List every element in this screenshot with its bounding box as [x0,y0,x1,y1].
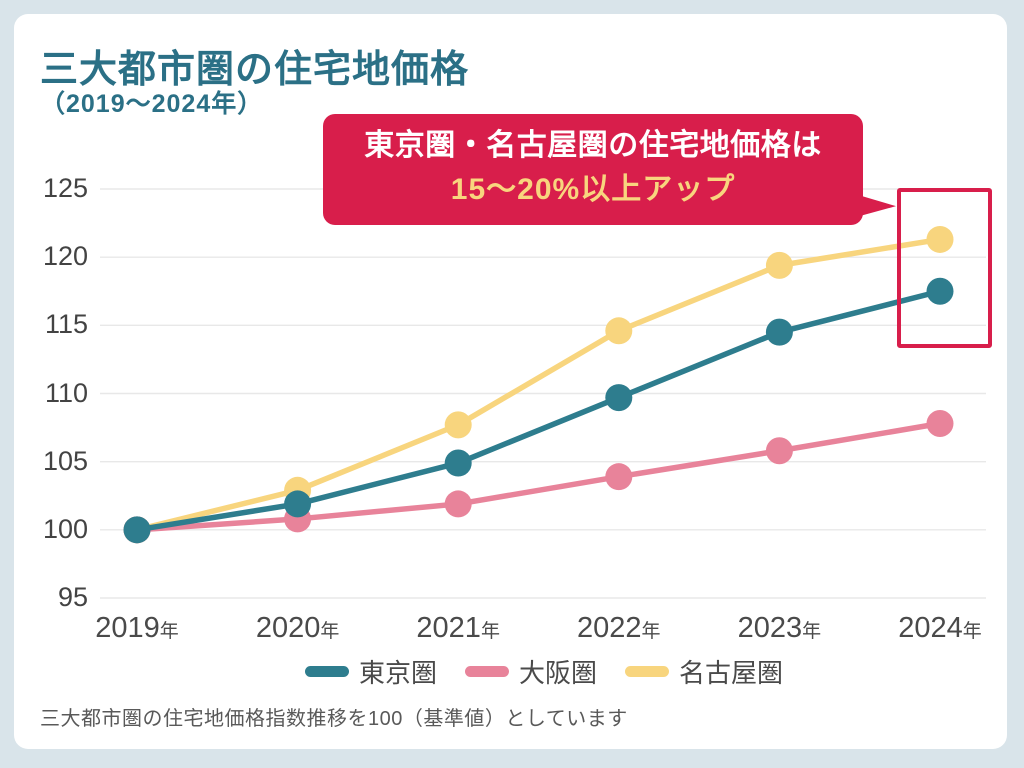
data-point-東京圏 [444,449,472,477]
x-tick-year-suffix: 年 [802,621,822,642]
x-tick-year-suffix: 年 [641,621,661,642]
x-tick-label: 2021年 [388,612,528,645]
data-point-大阪圏 [926,409,954,437]
legend-label: 東京圏 [358,658,437,688]
x-tick-label: 2023年 [709,612,849,645]
x-tick-year-suffix: 年 [159,621,179,642]
y-tick-label: 100 [42,513,88,544]
data-point-名古屋圏 [444,411,472,439]
x-tick-label: 2024年 [870,612,1010,645]
data-point-東京圏 [605,384,633,412]
callout-text-line2: 15〜20%以上アップ [450,173,736,206]
series-line-名古屋圏 [134,236,943,533]
data-point-大阪圏 [605,463,633,491]
x-tick-year: 2022 [577,612,642,644]
data-point-大阪圏 [444,490,472,518]
data-point-東京圏 [123,516,151,544]
x-tick-year-suffix: 年 [320,621,340,642]
y-tick-label: 95 [57,582,88,612]
x-tick-label: 2020年 [228,612,368,645]
legend-swatch-icon [625,666,669,677]
legend-label: 大阪圏 [518,658,597,688]
x-tick-label: 2019年 [67,612,207,645]
legend-item-大阪圏: 大阪圏 [464,653,597,690]
x-tick-year-suffix: 年 [480,621,500,642]
legend-swatch-icon [304,666,349,677]
data-point-大阪圏 [765,437,793,465]
legend: 東京圏 大阪圏 名古屋圏 [100,653,988,690]
series-line-東京圏 [134,288,943,533]
legend-swatch-icon [464,666,509,677]
y-tick-label: 110 [44,377,88,408]
page-title: 三大都市圏の住宅地価格 [40,49,470,91]
callout-banner: 東京圏・名古屋圏の住宅地価格は 15〜20%以上アップ [323,114,863,225]
legend-item-名古屋圏: 名古屋圏 [625,653,783,690]
x-tick-year: 2021 [416,612,481,644]
x-tick-year-suffix: 年 [962,621,982,642]
x-tick-year: 2024 [898,612,963,644]
x-tick-year: 2020 [255,612,321,644]
footnote: 三大都市圏の住宅地価格指数推移を100（基準値）としています [40,708,628,730]
page-subtitle: （2019〜2024年） [40,90,264,118]
y-tick-label: 120 [42,241,88,272]
data-point-名古屋圏 [765,251,793,279]
y-tick-label: 115 [44,309,88,340]
y-tick-label: 105 [42,445,88,476]
data-point-東京圏 [926,277,954,305]
data-point-名古屋圏 [605,317,633,345]
x-tick-year: 2023 [737,612,803,644]
data-point-名古屋圏 [926,225,954,253]
highlight-box [897,188,992,348]
legend-label: 名古屋圏 [679,658,784,688]
y-tick-label: 125 [42,173,88,203]
data-point-東京圏 [765,318,793,346]
callout-text-line1: 東京圏・名古屋圏の住宅地価格は [364,129,822,162]
x-tick-label: 2022年 [549,612,689,645]
data-point-東京圏 [284,490,312,518]
legend-item-東京圏: 東京圏 [304,653,437,690]
series-line-大阪圏 [134,420,943,533]
x-tick-year: 2019 [95,612,160,644]
